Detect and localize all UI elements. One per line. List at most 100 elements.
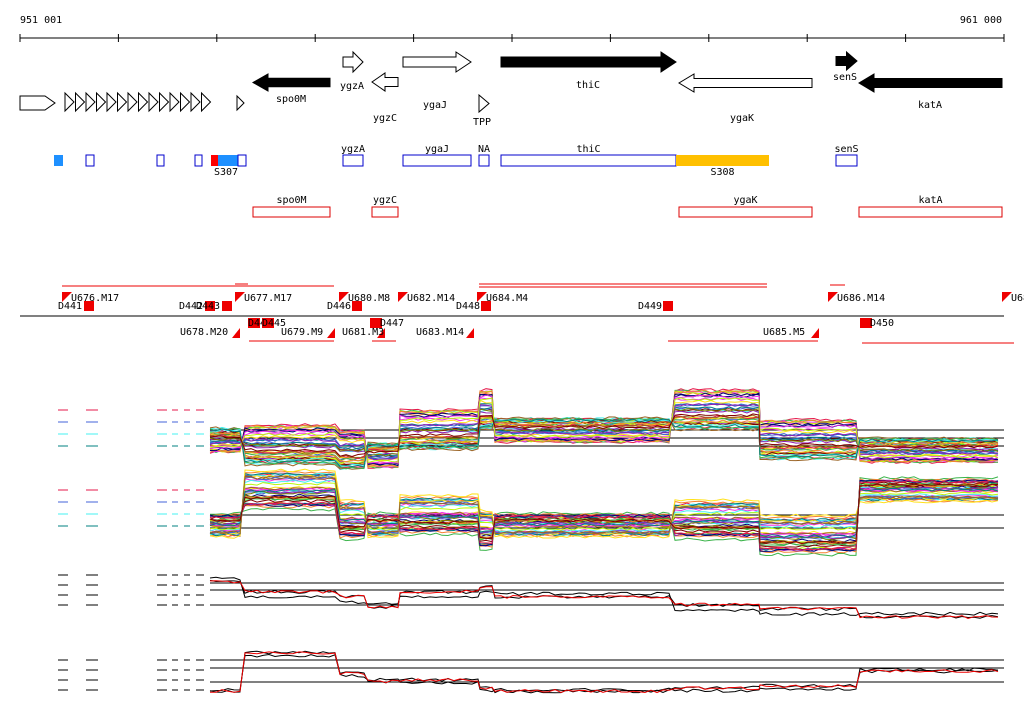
expression-trace	[209, 419, 999, 463]
small-feature	[85, 91, 96, 113]
expression-trace	[209, 653, 999, 693]
expression-trace	[209, 414, 999, 459]
scale-start: 951 001	[20, 15, 62, 26]
transcript-start	[235, 292, 245, 302]
segment-label: ygaJ	[425, 144, 449, 155]
transcript-start	[466, 328, 474, 338]
small-feature	[169, 91, 180, 113]
segment-label: ygzA	[341, 144, 365, 155]
antisense-label: ygaK	[733, 195, 757, 206]
transcript-label: D441	[58, 301, 82, 312]
expression-trace	[209, 406, 999, 457]
transcript-label: D444	[248, 318, 272, 329]
gene-arrow	[678, 73, 813, 93]
antisense-box	[252, 206, 331, 218]
transcript-label: D443	[196, 301, 220, 312]
expression-trace	[209, 392, 999, 467]
expression-trace	[209, 476, 999, 557]
small-feature	[117, 91, 128, 113]
transcript-start	[339, 292, 349, 302]
small-feature	[75, 91, 86, 113]
expression-trace	[209, 413, 999, 458]
scale-end: 961 000	[960, 15, 1002, 26]
segment-box	[211, 155, 218, 166]
segment-box	[835, 154, 858, 167]
transcript-start	[327, 328, 335, 338]
small-feature	[96, 91, 107, 113]
transcript-end	[481, 301, 491, 311]
transcript-end	[222, 301, 232, 311]
segment-label: S307	[214, 167, 238, 178]
transcript-end	[352, 301, 362, 311]
transcript-end	[663, 301, 673, 311]
segment-box	[54, 155, 63, 166]
small-feature	[190, 91, 201, 113]
segment-box	[156, 154, 165, 167]
transcript-label: D442	[179, 301, 203, 312]
transcript-label: U682.M14	[407, 293, 455, 304]
antisense-label: ygzC	[373, 195, 397, 206]
segment-box	[342, 154, 364, 167]
expression-trace	[209, 486, 999, 540]
segment-label: NA	[478, 144, 490, 155]
expression-trace	[209, 487, 999, 538]
transcript-end	[248, 318, 260, 328]
transcript-start	[828, 292, 838, 302]
antisense-box	[678, 206, 813, 218]
gene-label: ygzC	[373, 113, 397, 124]
small-feature	[106, 91, 117, 113]
transcript-start	[477, 292, 487, 302]
gene-arrow	[371, 72, 399, 92]
segment-box	[676, 155, 769, 166]
antisense-label: katA	[918, 195, 942, 206]
segment-box	[237, 154, 247, 167]
gene-label: katA	[918, 100, 942, 111]
transcript-end	[860, 318, 872, 328]
riboswitch	[478, 93, 490, 114]
expression-trace	[209, 403, 999, 461]
gene-arrow	[858, 73, 1003, 93]
transcript-label: D446	[327, 301, 351, 312]
gene-arrow	[19, 95, 56, 111]
transcript-end	[84, 301, 94, 311]
gene-arrow	[251, 73, 331, 92]
expression-trace	[209, 397, 999, 464]
transcript-start	[232, 328, 240, 338]
gene-label: ygzA	[340, 81, 364, 92]
transcript-label: D448	[456, 301, 480, 312]
transcript-start	[62, 292, 72, 302]
small-feature	[180, 91, 191, 113]
small-feature	[127, 91, 138, 113]
small-feature	[159, 91, 170, 113]
small-feature	[236, 94, 245, 112]
gene-label: TPP	[473, 117, 491, 128]
transcript-end	[205, 301, 215, 311]
segment-box	[218, 155, 238, 166]
expression-trace	[209, 580, 999, 620]
transcript-label: D445	[262, 318, 286, 329]
expression-trace	[209, 408, 999, 457]
gene-arrow	[402, 51, 472, 73]
expression-trace	[209, 418, 999, 468]
transcript-label: U680.M8	[348, 293, 390, 304]
expression-trace	[209, 468, 999, 539]
expression-trace	[209, 479, 999, 552]
expression-trace	[209, 479, 999, 533]
small-feature	[138, 91, 149, 113]
transcript-end	[262, 318, 274, 328]
segment-label: thiC	[576, 144, 600, 155]
segment-box	[85, 154, 95, 167]
transcript-label: D450	[870, 318, 894, 329]
transcript-label: U684.M4	[486, 293, 528, 304]
segment-label: S308	[710, 167, 734, 178]
transcript-label: U677.M17	[244, 293, 292, 304]
gene-label: thiC	[576, 80, 600, 91]
expression-trace	[210, 651, 999, 694]
antisense-box	[858, 206, 1003, 218]
transcript-start	[811, 328, 819, 338]
expression-trace	[209, 389, 999, 468]
transcript-label: U685.M5	[763, 327, 805, 338]
gene-label: spo0M	[276, 94, 306, 105]
segment-box	[194, 154, 203, 167]
segment-box	[500, 154, 677, 167]
